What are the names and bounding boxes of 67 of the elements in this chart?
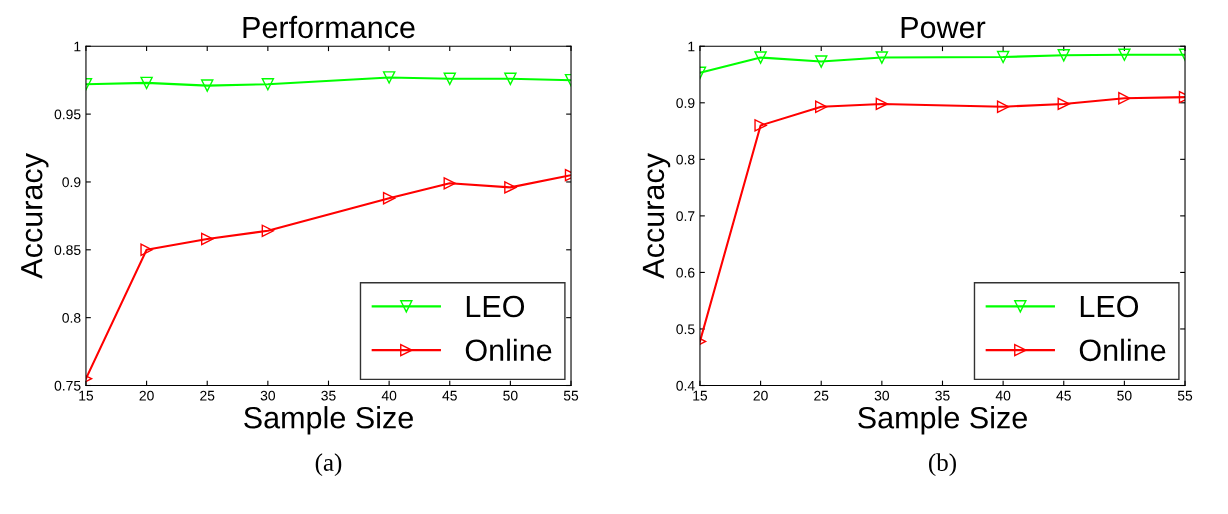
y-axis-title: Accuracy — [21, 153, 49, 279]
chart-title: Performance — [243, 15, 415, 39]
chart-title: Power — [901, 16, 986, 39]
point — [996, 100, 1010, 114]
x-tick-label: 25 — [200, 390, 215, 401]
text: (a) — [315, 453, 342, 477]
x-tick-label: 25 — [814, 390, 829, 401]
point — [1057, 49, 1071, 62]
point — [140, 76, 153, 90]
point — [754, 51, 767, 64]
legend-label: LEO — [1080, 295, 1139, 318]
point — [382, 71, 396, 84]
x-tick-label: 45 — [442, 390, 457, 401]
point — [261, 224, 275, 238]
x-axis-title: Sample Size — [244, 406, 413, 435]
y-tick-label: 0.9 — [62, 177, 81, 188]
point — [875, 97, 889, 111]
y-tick-label: 0.85 — [54, 245, 81, 255]
point — [754, 119, 767, 132]
point — [261, 78, 275, 91]
point — [443, 72, 457, 86]
point — [504, 181, 517, 194]
point — [1118, 48, 1131, 61]
point — [875, 51, 889, 64]
x-tick-label: 20 — [139, 390, 154, 401]
point — [996, 50, 1010, 64]
point — [382, 191, 396, 205]
y-axis-title: Accuracy — [642, 153, 671, 279]
point — [443, 177, 457, 190]
x-axis-title: Sample Size — [858, 406, 1027, 435]
point — [814, 55, 828, 68]
text: (b) — [929, 453, 956, 477]
x-tick-label: 40 — [381, 390, 397, 401]
point — [200, 79, 214, 92]
y-tick-label: 0.7 — [676, 211, 695, 222]
y-tick-label: 0.9 — [676, 98, 695, 108]
point — [1057, 97, 1071, 111]
x-tick-label: 45 — [1056, 390, 1071, 401]
x-tick-label: 30 — [260, 390, 276, 401]
y-tick-label: 0.8 — [676, 154, 695, 165]
legend-label: LEO — [466, 295, 525, 318]
y-tick-label: 0.8 — [62, 312, 81, 323]
x-tick-label: 50 — [503, 390, 518, 401]
x-tick-label: 15 — [79, 390, 94, 401]
point — [504, 72, 517, 86]
point — [1118, 92, 1131, 105]
legend-label: Online — [1079, 338, 1166, 362]
point — [140, 243, 153, 257]
point — [200, 232, 214, 246]
x-tick-label: 40 — [995, 390, 1011, 401]
y-tick-label: 0.75 — [54, 380, 81, 391]
x-tick-label: 35 — [321, 390, 336, 401]
x-tick-label: 35 — [935, 390, 950, 401]
x-tick-label: 15 — [693, 390, 708, 401]
point — [814, 100, 828, 114]
y-tick-label: 0.4 — [676, 380, 695, 391]
x-tick-label: 50 — [1117, 390, 1132, 401]
y-tick-label: 0.5 — [676, 324, 695, 335]
y-tick-label: 0.95 — [54, 109, 81, 120]
y-tick-label: 0.6 — [676, 267, 695, 278]
legend-label: Online — [465, 338, 552, 362]
x-tick-label: 55 — [1177, 390, 1193, 401]
x-tick-label: 30 — [874, 390, 890, 401]
x-tick-label: 20 — [753, 390, 768, 401]
x-tick-label: 55 — [563, 390, 579, 401]
y-tick-label: 1 — [74, 41, 81, 52]
y-tick-label: 1 — [688, 41, 695, 52]
